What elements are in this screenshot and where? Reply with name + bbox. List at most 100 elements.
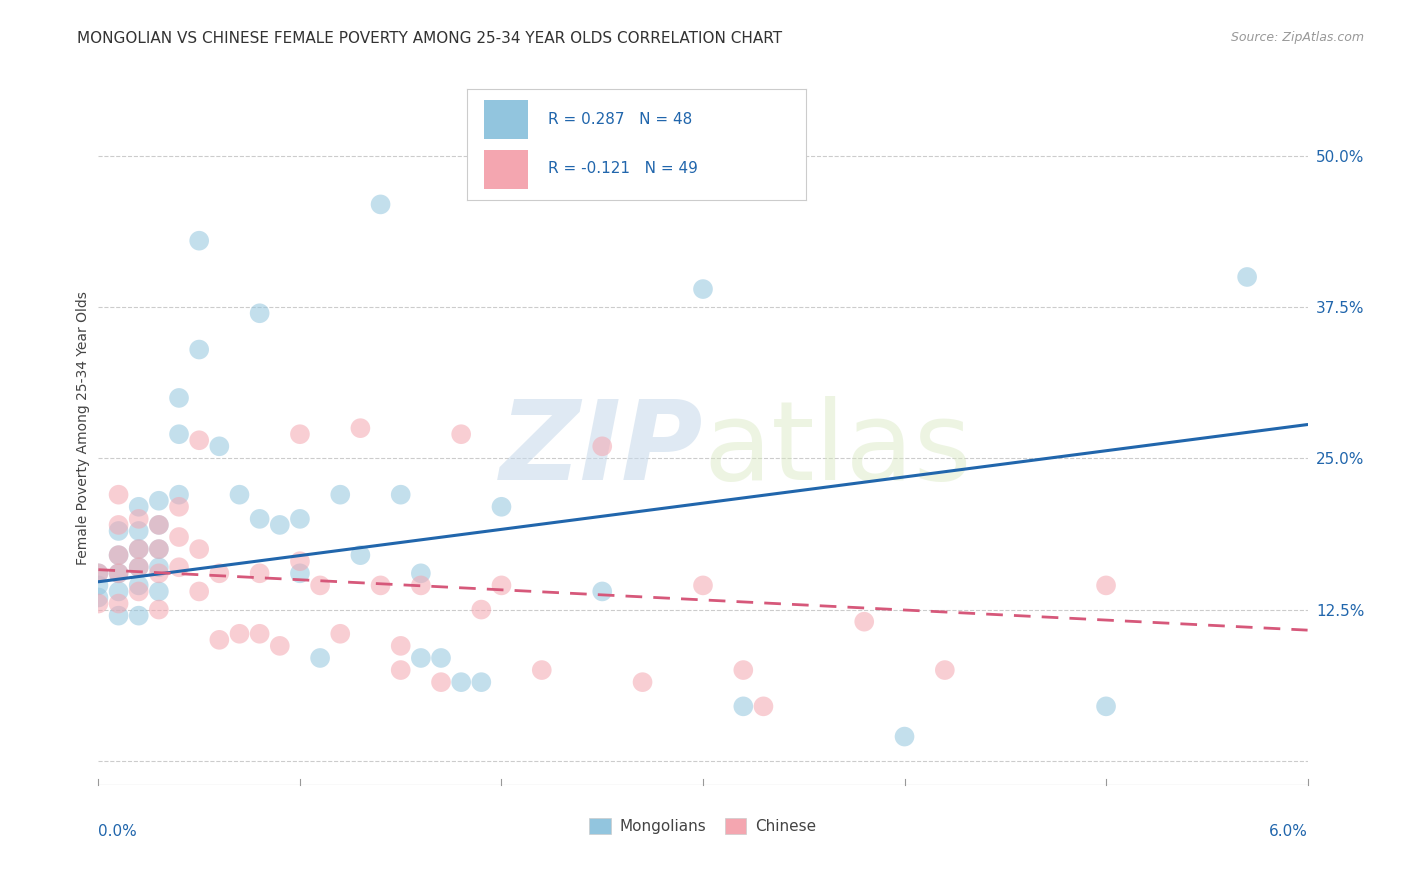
Point: [107, 517, 129, 532]
Point: [309, 578, 332, 592]
Point: [107, 566, 129, 581]
Point: [148, 542, 170, 557]
Point: [349, 548, 371, 562]
Legend: Mongolians, Chinese: Mongolians, Chinese: [582, 810, 824, 841]
Point: [87, 566, 110, 581]
Point: [249, 306, 271, 320]
Point: [128, 560, 150, 574]
Point: [430, 651, 453, 665]
Point: [733, 663, 755, 677]
Point: [148, 517, 170, 532]
Point: [107, 488, 129, 502]
Point: [450, 675, 472, 690]
Point: [329, 627, 352, 641]
Point: [107, 597, 129, 611]
Point: [1095, 699, 1118, 714]
Text: ZIP: ZIP: [499, 396, 703, 503]
Point: [188, 584, 211, 599]
Point: [128, 584, 150, 599]
Point: [733, 699, 755, 714]
Point: [128, 542, 150, 557]
Point: [309, 651, 332, 665]
Point: [107, 548, 129, 562]
Text: atlas: atlas: [703, 396, 972, 503]
Point: [934, 663, 956, 677]
Point: [370, 578, 392, 592]
Point: [409, 578, 432, 592]
Point: [389, 663, 412, 677]
Point: [208, 439, 231, 453]
Point: [107, 548, 129, 562]
Point: [167, 488, 190, 502]
Point: [591, 584, 613, 599]
Point: [107, 566, 129, 581]
Point: [228, 627, 250, 641]
Point: [692, 282, 714, 296]
Point: [249, 627, 271, 641]
Point: [148, 542, 170, 557]
Point: [591, 439, 613, 453]
Point: [128, 578, 150, 592]
Point: [752, 699, 775, 714]
Point: [470, 602, 492, 616]
Point: [128, 542, 150, 557]
Text: 0.0%: 0.0%: [98, 824, 138, 839]
Point: [128, 512, 150, 526]
Point: [430, 675, 453, 690]
Point: [87, 591, 110, 605]
Point: [128, 608, 150, 623]
Point: [450, 427, 472, 442]
Point: [128, 500, 150, 514]
Point: [409, 651, 432, 665]
Point: [288, 566, 311, 581]
Point: [148, 602, 170, 616]
Point: [329, 488, 352, 502]
Point: [389, 639, 412, 653]
Point: [167, 500, 190, 514]
Point: [288, 554, 311, 568]
Point: [491, 578, 513, 592]
Point: [893, 730, 915, 744]
Point: [409, 566, 432, 581]
Text: 6.0%: 6.0%: [1268, 824, 1308, 839]
Point: [167, 560, 190, 574]
Point: [107, 608, 129, 623]
Point: [1236, 270, 1258, 285]
Point: [249, 566, 271, 581]
Point: [349, 421, 371, 435]
Point: [249, 512, 271, 526]
Point: [208, 566, 231, 581]
Point: [87, 597, 110, 611]
Point: [107, 584, 129, 599]
Point: [107, 524, 129, 538]
Point: [148, 566, 170, 581]
Point: [288, 512, 311, 526]
Point: [128, 524, 150, 538]
Point: [208, 632, 231, 647]
Point: [188, 434, 211, 448]
Point: [148, 493, 170, 508]
Point: [228, 488, 250, 502]
Point: [692, 578, 714, 592]
Point: [167, 427, 190, 442]
Point: [288, 427, 311, 442]
Text: MONGOLIAN VS CHINESE FEMALE POVERTY AMONG 25-34 YEAR OLDS CORRELATION CHART: MONGOLIAN VS CHINESE FEMALE POVERTY AMON…: [77, 31, 783, 46]
Point: [167, 530, 190, 544]
Point: [148, 584, 170, 599]
Text: Source: ZipAtlas.com: Source: ZipAtlas.com: [1230, 31, 1364, 45]
Y-axis label: Female Poverty Among 25-34 Year Olds: Female Poverty Among 25-34 Year Olds: [76, 291, 90, 566]
Point: [148, 517, 170, 532]
Point: [148, 560, 170, 574]
Point: [631, 675, 654, 690]
Point: [269, 639, 291, 653]
Point: [188, 542, 211, 557]
Point: [389, 488, 412, 502]
Point: [530, 663, 553, 677]
Point: [853, 615, 876, 629]
Point: [1095, 578, 1118, 592]
Point: [370, 197, 392, 211]
Point: [269, 517, 291, 532]
Point: [470, 675, 492, 690]
Point: [87, 578, 110, 592]
Point: [128, 560, 150, 574]
